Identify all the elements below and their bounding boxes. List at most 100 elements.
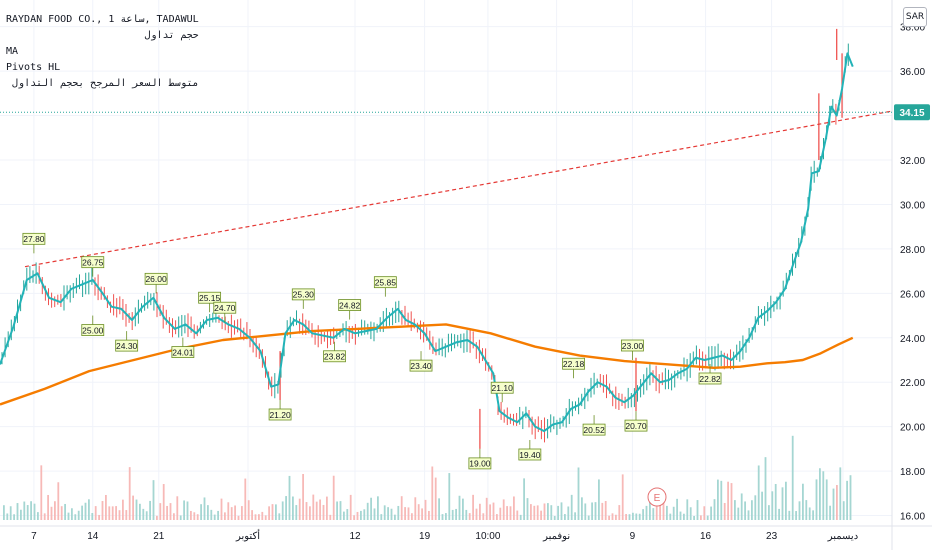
volume-bar — [387, 507, 389, 520]
volume-bar — [710, 506, 712, 520]
currency-button[interactable]: SAR — [903, 7, 927, 27]
x-tick-label: ديسمبر — [827, 531, 858, 542]
volume-bar — [761, 491, 763, 520]
volume-bar — [618, 505, 621, 520]
volume-bar — [666, 505, 668, 520]
volume-bar — [370, 497, 372, 520]
volume-bar — [81, 505, 83, 520]
volume-bar — [764, 457, 767, 520]
legend-ma[interactable]: MA — [6, 46, 19, 57]
volume-bar — [706, 515, 709, 520]
current-price-tag — [894, 104, 930, 121]
volume-bar — [122, 499, 124, 520]
volume-bar — [662, 502, 665, 520]
y-tick-label: 36.00 — [900, 67, 925, 78]
pivot-labels: 27.80 26.75 25.00 24.30 26.00 24.01 25.1524.70… — [22, 232, 722, 470]
legend-vwma[interactable]: متوسط السعر المرجح بحجم التداول — [12, 78, 199, 89]
volume-bar — [672, 506, 675, 520]
volume-bar — [400, 496, 403, 520]
pivot-label-box — [213, 301, 237, 314]
volume-bar — [3, 505, 5, 520]
volume-bar — [244, 478, 247, 520]
volume-bar — [285, 496, 287, 520]
volume-bar — [638, 513, 641, 520]
volume-bar — [825, 479, 828, 520]
volume-bar — [751, 500, 753, 520]
volume-bar — [363, 509, 366, 520]
price-series-line — [0, 52, 854, 433]
volume-bar — [142, 508, 145, 520]
legend-pivots[interactable]: Pivots HL — [6, 62, 61, 73]
volume-bar — [781, 487, 784, 520]
volume-bar — [377, 496, 379, 520]
volume-bar — [737, 507, 740, 520]
pivot-label: 25.85 — [375, 277, 397, 287]
volume-bar — [768, 505, 770, 520]
legend-symbol[interactable]: RAYDAN FOOD CO., 1 ساعة, TADAWUL — [6, 14, 199, 25]
volume-bar — [152, 480, 155, 520]
volume-bar — [720, 480, 723, 520]
volume-bar — [428, 510, 430, 520]
volume-bar — [458, 495, 461, 520]
volume-bar — [43, 513, 46, 520]
volume-bar — [513, 496, 515, 520]
volume-bar — [849, 475, 852, 520]
volume-bar — [808, 507, 811, 520]
volume-bar — [577, 467, 580, 520]
event-markers[interactable]: E — [647, 487, 667, 507]
x-tick-label: 12 — [349, 531, 361, 542]
resistance-trendline[interactable] — [24, 110, 893, 268]
volume-bar — [275, 504, 277, 520]
volume-bar — [567, 506, 570, 520]
volume-bar — [479, 503, 481, 520]
volume-bar — [730, 483, 733, 520]
volume-bar — [492, 502, 495, 520]
volume-bar — [145, 511, 148, 520]
volume-bar — [47, 494, 49, 520]
volume-bar — [67, 512, 70, 520]
pivot-label: 24.70 — [214, 303, 236, 313]
pivot-label-box — [323, 350, 346, 363]
legend-volume[interactable]: حجم تداول — [144, 30, 199, 41]
volume-bar — [829, 505, 831, 520]
y-tick-label: 26.00 — [900, 289, 925, 300]
volume-bar — [543, 503, 546, 520]
volume-bar — [30, 501, 32, 520]
volume-bar — [414, 497, 417, 520]
volume-bar — [166, 505, 168, 520]
volume-bar — [475, 508, 478, 520]
earnings-marker[interactable] — [647, 487, 667, 507]
pivot-label: 19.40 — [519, 450, 541, 460]
volume-bar — [220, 498, 223, 520]
volume-bar — [295, 505, 298, 520]
volume-bar — [40, 465, 43, 520]
volume-bar — [159, 503, 162, 520]
volume-bar — [530, 504, 532, 520]
volume-bar — [689, 507, 692, 520]
legend: RAYDAN FOOD CO., 1 ساعة, TADAWUL حجم تدا… — [6, 12, 199, 92]
volume-bar — [64, 503, 66, 520]
pivot-label-box — [582, 423, 606, 436]
volume-bar — [519, 514, 522, 520]
x-tick-label: نوفمبر — [542, 531, 570, 542]
y-tick-label: 30.00 — [900, 200, 925, 211]
volume-bar — [465, 509, 468, 520]
volume-bar — [366, 502, 369, 520]
volume-bar — [604, 501, 607, 520]
volume-bar — [319, 499, 321, 520]
volume-bar — [339, 501, 342, 520]
volume-bar — [247, 500, 250, 520]
volume-bar — [747, 510, 750, 520]
volume-bar — [727, 481, 729, 520]
volume-bar — [390, 508, 393, 520]
x-tick-label: 21 — [153, 531, 165, 542]
y-tick-label: 22.00 — [900, 378, 925, 389]
volume-bar — [679, 511, 682, 520]
volume-bar — [628, 514, 631, 520]
volume-bar — [115, 506, 117, 520]
pivot-label-box — [698, 372, 722, 385]
volume-bar — [635, 513, 638, 520]
volume-bar — [309, 506, 311, 520]
pivot-label: 26.75 — [82, 257, 104, 267]
